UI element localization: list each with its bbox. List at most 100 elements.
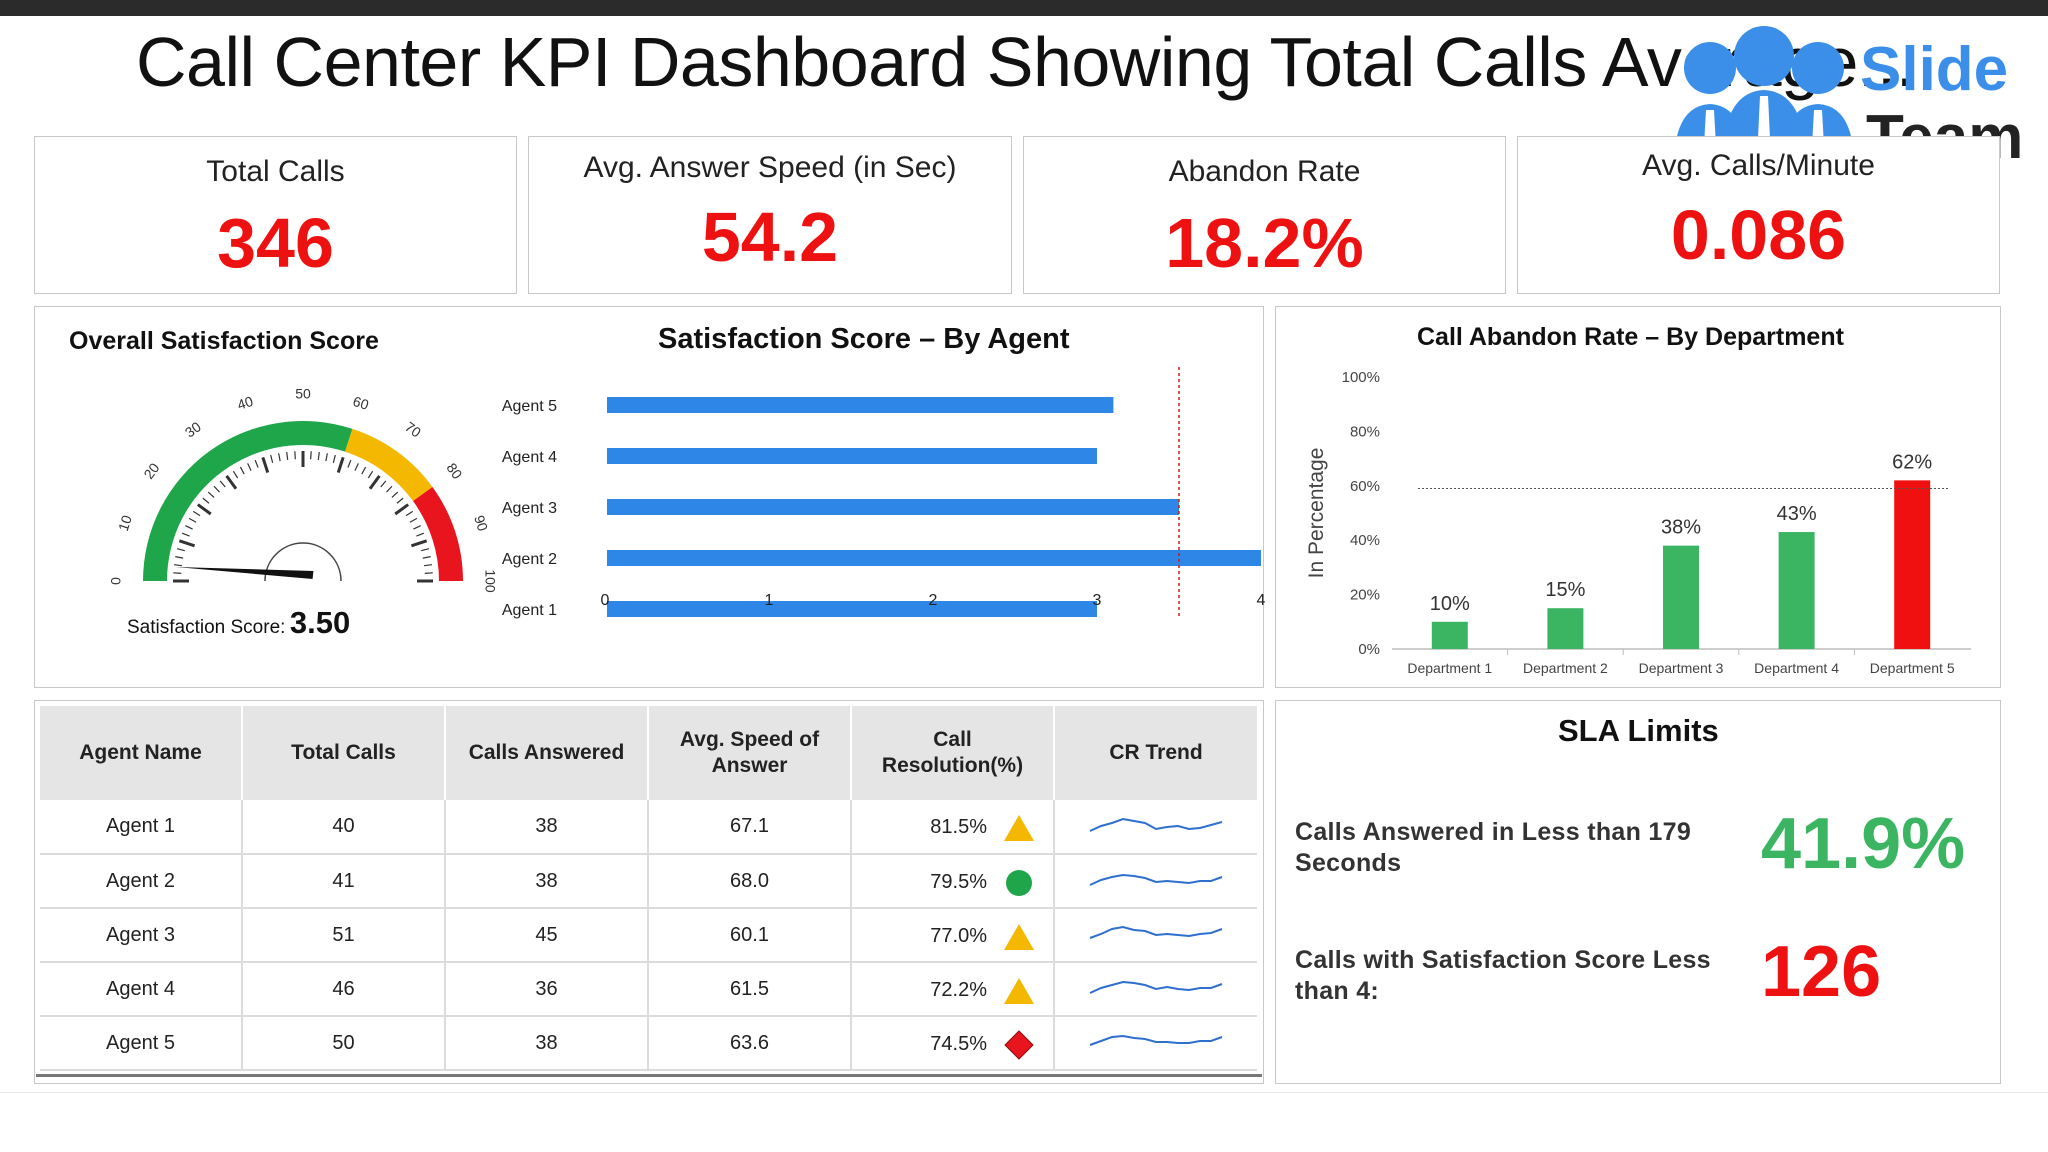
cell-agent-name: Agent 1: [40, 800, 243, 855]
y-tick-label: 20%: [1350, 587, 1380, 604]
sparkline: [1089, 980, 1223, 994]
gauge-tick: [178, 539, 196, 548]
gauge-tick: [278, 453, 281, 462]
bar-data-label: 38%: [1661, 517, 1701, 539]
gauge-score: Satisfaction Score: 3.50: [127, 605, 350, 641]
cell-calls-answered: 36: [445, 962, 649, 1017]
cell-call-resolution: 77.0%: [851, 908, 1055, 963]
abandon-rate-panel: Call Abandon Rate – By Department 0% 20% 4…: [1275, 306, 2001, 688]
x-tick-label: 1: [765, 592, 774, 609]
bar-category-label: Agent 1: [502, 602, 557, 619]
kpi-value: 346: [217, 204, 334, 282]
cell-avg-speed: 68.0: [648, 854, 852, 909]
cell-cr-trend: [1054, 800, 1257, 855]
abandon-rate-by-department-chart: 0% 20% 40% 60% 80% 100% In Percentage 10% Depart…: [1305, 369, 1971, 676]
cell-total-calls: 50: [242, 1016, 446, 1071]
gauge-tick: [396, 497, 404, 504]
gauge-tick: [232, 470, 239, 479]
gauge-tick: [173, 564, 183, 567]
y-tick-label: 0%: [1358, 641, 1380, 658]
column-header-cr-trend: CR Trend: [1054, 706, 1257, 800]
cell-call-resolution: 79.5%: [851, 854, 1055, 909]
y-tick-label: 100%: [1342, 369, 1380, 386]
gauge-tick: [386, 485, 393, 493]
gauge-tick: [367, 470, 374, 479]
table-bottom-rule: [36, 1074, 1262, 1077]
sla-label-line: than 4:: [1295, 977, 1380, 1005]
gauge-tick-label: 70: [402, 418, 424, 440]
kpi-card-total-calls: Total Calls 346: [34, 136, 517, 294]
gauge-tick: [254, 459, 259, 468]
sla-label-line: Calls with Satisfaction Score Less: [1295, 946, 1711, 974]
gauge-band: [143, 420, 353, 581]
warning-triangle-icon: [1004, 978, 1034, 1004]
satisfaction-by-agent-chart: Agent 5 Agent 4 Agent 3 Agent 2 Agent 1 0 1 2 3 4: [502, 367, 1265, 619]
kpi-value: 18.2%: [1165, 204, 1364, 282]
warning-triangle-icon: [1004, 815, 1034, 841]
kpi-label: Avg. Calls/Minute: [1642, 149, 1875, 182]
cell-avg-speed: 61.5: [648, 962, 852, 1017]
red-diamond-icon: [1004, 1030, 1034, 1060]
gauge-tick: [368, 474, 381, 490]
gauge-score-value: 3.50: [289, 605, 351, 640]
agent-bar: [607, 448, 1097, 464]
y-tick-label: 60%: [1350, 478, 1380, 495]
sparkline: [1089, 817, 1223, 832]
gauge-tick-label: 50: [295, 386, 311, 402]
table-row: Agent 4 46 36 61.5 72.2%: [40, 962, 1257, 1017]
sla-panel: SLA Limits Calls Answered in Less than 1…: [1275, 700, 2001, 1084]
cell-agent-name: Agent 5: [40, 1016, 243, 1071]
bar-category-label: Agent 4: [502, 449, 557, 466]
cell-total-calls: 40: [242, 800, 446, 855]
bar-data-label: 62%: [1892, 451, 1932, 473]
gauge-tick: [394, 503, 410, 516]
bar-category-label: Agent 5: [502, 398, 557, 415]
gauge-tick: [173, 572, 182, 574]
logo-word-slide: Slide: [1860, 35, 2009, 104]
cell-call-resolution: 81.5%: [851, 800, 1055, 855]
agent-bar: [607, 499, 1179, 515]
cr-value: 77.0%: [930, 925, 987, 947]
department-bar: [1894, 480, 1931, 649]
gauge-tick: [380, 480, 387, 488]
gauge-tick: [239, 466, 245, 475]
x-tick-label: 0: [601, 592, 610, 609]
kpi-card-calls-per-minute: Avg. Calls/Minute 0.086: [1517, 136, 2000, 294]
cell-cr-trend: [1054, 854, 1257, 909]
column-header-agent-name: Agent Name: [40, 706, 243, 800]
gauge-tick: [424, 572, 433, 574]
gauge-tick-label: 40: [235, 393, 255, 413]
kpi-value: 0.086: [1670, 196, 1847, 274]
gauge-tick: [286, 451, 289, 461]
gauge-tick: [421, 548, 430, 552]
cell-cr-trend: [1054, 1016, 1257, 1071]
page-title: Call Center KPI Dashboard Showing Total …: [136, 23, 1915, 101]
gauge-band: [413, 486, 463, 581]
gauge-tick: [219, 480, 226, 488]
gauge-title: Overall Satisfaction Score: [69, 327, 379, 355]
x-category-label: Department 5: [1870, 660, 1955, 676]
gauge-tick: [270, 454, 274, 463]
cell-avg-speed: 60.1: [648, 908, 852, 963]
cell-calls-answered: 38: [445, 1016, 649, 1071]
gauge-tick-label: 30: [182, 418, 204, 440]
gauge-tick: [294, 451, 296, 460]
gauge-tick-label: 20: [140, 460, 162, 482]
gauge-tick-label: 60: [351, 393, 371, 413]
x-tick-label: 3: [1093, 592, 1102, 609]
abandon-chart-title: Call Abandon Rate – By Department: [1417, 323, 1844, 351]
cr-value: 81.5%: [930, 816, 987, 838]
gauge-tick: [336, 456, 345, 474]
x-tick-label: 4: [1257, 592, 1265, 609]
sla-title: SLA Limits: [1558, 713, 1719, 748]
gauge-tick: [261, 456, 270, 474]
cr-value: 72.2%: [930, 979, 987, 1001]
table-header-row: Agent Name Total Calls Calls Answered Av…: [40, 706, 1257, 800]
kpi-card-answer-speed: Avg. Answer Speed (in Sec) 54.2: [528, 136, 1012, 294]
gauge-tick: [413, 525, 421, 530]
kpi-label: Total Calls: [206, 155, 345, 188]
gauge-tick: [347, 459, 352, 468]
table-row: Agent 5 50 38 63.6 74.5%: [40, 1016, 1257, 1071]
satisfaction-panel: Overall Satisfaction Score 0 10 20 30 40 50 60…: [34, 306, 1265, 688]
gauge-tick-label: 100: [482, 569, 498, 593]
